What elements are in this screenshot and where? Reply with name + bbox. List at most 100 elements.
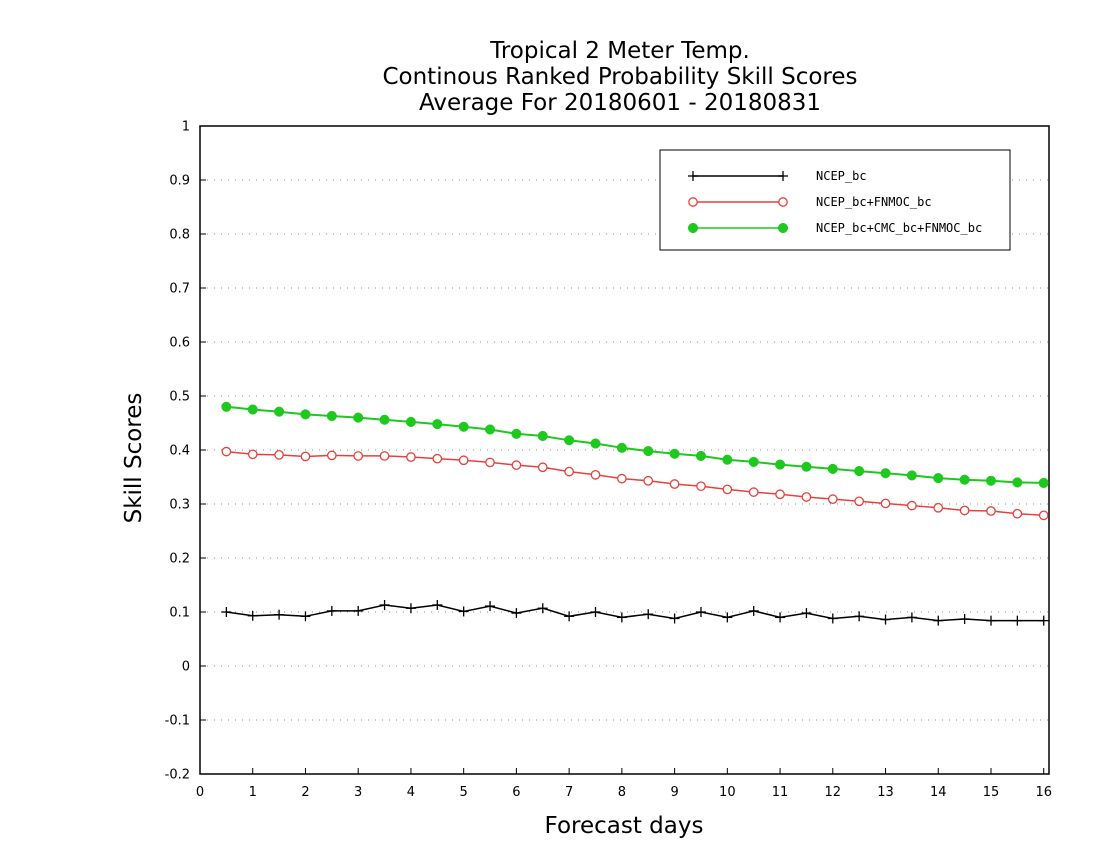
- data-point: [616, 442, 627, 453]
- data-point: [986, 506, 996, 516]
- x-tick-label: 12: [825, 785, 842, 800]
- data-point: [854, 496, 865, 507]
- data-point: [326, 605, 337, 616]
- chart-title: Tropical 2 Meter Temp. Continous Ranked …: [382, 38, 857, 116]
- data-point: [353, 605, 364, 616]
- legend-marker: [777, 222, 789, 234]
- data-point: [537, 430, 548, 442]
- data-point: [405, 416, 416, 427]
- legend-marker: [688, 171, 698, 181]
- legend-label: NCEP_bc: [816, 169, 867, 183]
- x-tick-label: 5: [460, 785, 468, 800]
- data-point: [247, 449, 258, 460]
- data-point: [880, 498, 891, 509]
- data-point: [985, 475, 997, 486]
- y-tick-label: 1: [182, 120, 190, 135]
- data-point: [959, 474, 970, 485]
- data-point: [669, 613, 680, 624]
- series-line: [226, 604, 1044, 622]
- chart-title-line-3: Average For 20180601 - 20180831: [419, 90, 821, 116]
- data-point: [907, 500, 917, 511]
- x-axis-label: Forecast days: [545, 813, 704, 839]
- data-point: [300, 409, 311, 420]
- data-point: [959, 505, 970, 516]
- data-point: [854, 466, 865, 477]
- data-point: [221, 607, 232, 617]
- x-tick-label: 4: [407, 785, 415, 800]
- data-point: [300, 611, 311, 622]
- x-tick-label: 2: [301, 785, 309, 800]
- data-point: [801, 461, 812, 472]
- x-tick-label: 14: [930, 785, 947, 800]
- y-tick-label: 0.5: [169, 390, 190, 405]
- x-tick-label: 16: [1035, 785, 1052, 800]
- chart-title-line-2: Continous Ranked Probability Skill Score…: [382, 64, 857, 90]
- x-tick-label: 13: [877, 785, 894, 800]
- data-point: [379, 599, 390, 610]
- data-point: [616, 612, 627, 623]
- y-tick-label: 0.4: [169, 444, 190, 459]
- legend-marker: [778, 171, 788, 181]
- data-point: [326, 410, 337, 422]
- data-point: [221, 446, 232, 457]
- legend-marker: [688, 197, 698, 207]
- data-point: [959, 614, 970, 625]
- series-line: [226, 405, 1044, 484]
- legend-items: NCEP_bc NCEP_bc+FNMOC_bc NCEP_bc+CMC_bc+FN…: [687, 169, 982, 235]
- data-point: [827, 494, 838, 504]
- data-point: [1012, 477, 1023, 488]
- x-tick-label: 3: [354, 785, 362, 800]
- data-point: [511, 608, 522, 619]
- y-tick-label: 0.1: [169, 606, 190, 621]
- data-point: [511, 428, 522, 439]
- data-point: [353, 451, 364, 461]
- data-point: [1038, 615, 1049, 626]
- legend-label: NCEP_bc+CMC_bc+FNMOC_bc: [816, 221, 982, 235]
- x-tick-label: 8: [618, 785, 626, 800]
- data-point: [1012, 508, 1023, 519]
- legend-item-2: NCEP_bc+CMC_bc+FNMOC_bc: [687, 221, 982, 235]
- data-point: [300, 451, 311, 462]
- data-point: [458, 606, 469, 617]
- y-tick-label: 0.2: [169, 552, 190, 567]
- data-point: [880, 614, 891, 625]
- chart-title-line-1: Tropical 2 Meter Temp.: [489, 38, 750, 64]
- data-point: [933, 473, 944, 484]
- data-point: [985, 615, 996, 626]
- data-point: [590, 607, 601, 617]
- data-point: [617, 473, 627, 484]
- axes: [199, 125, 1050, 775]
- data-point: [564, 611, 575, 622]
- data-point: [485, 601, 496, 612]
- series-2: [221, 401, 1049, 488]
- data-point: [405, 603, 416, 614]
- data-point: [669, 448, 680, 459]
- data-point: [854, 611, 865, 622]
- series-0: [221, 599, 1049, 626]
- data-point: [537, 462, 548, 473]
- data-point: [564, 435, 575, 446]
- data-point: [880, 468, 891, 479]
- series-line: [226, 450, 1044, 517]
- data-point: [247, 404, 258, 415]
- data-point: [748, 487, 759, 497]
- data-point: [827, 613, 838, 624]
- legend-item-1: NCEP_bc+FNMOC_bc: [688, 195, 932, 209]
- data-point: [432, 599, 443, 610]
- legend-marker: [687, 222, 699, 234]
- x-tick-label: 0: [196, 785, 204, 800]
- data-point: [221, 401, 232, 412]
- data-point: [722, 612, 733, 623]
- data-point: [1038, 510, 1049, 521]
- data-point: [1012, 615, 1023, 626]
- y-tick-label: 0.3: [169, 498, 190, 513]
- data-point: [748, 456, 759, 467]
- data-point: [537, 603, 548, 614]
- x-tick-label: 9: [670, 785, 678, 800]
- data-point: [722, 484, 733, 495]
- data-point: [511, 460, 522, 470]
- data-point: [827, 463, 838, 474]
- legend-label: NCEP_bc+FNMOC_bc: [816, 195, 932, 209]
- data-point: [406, 452, 416, 462]
- data-point: [590, 469, 601, 480]
